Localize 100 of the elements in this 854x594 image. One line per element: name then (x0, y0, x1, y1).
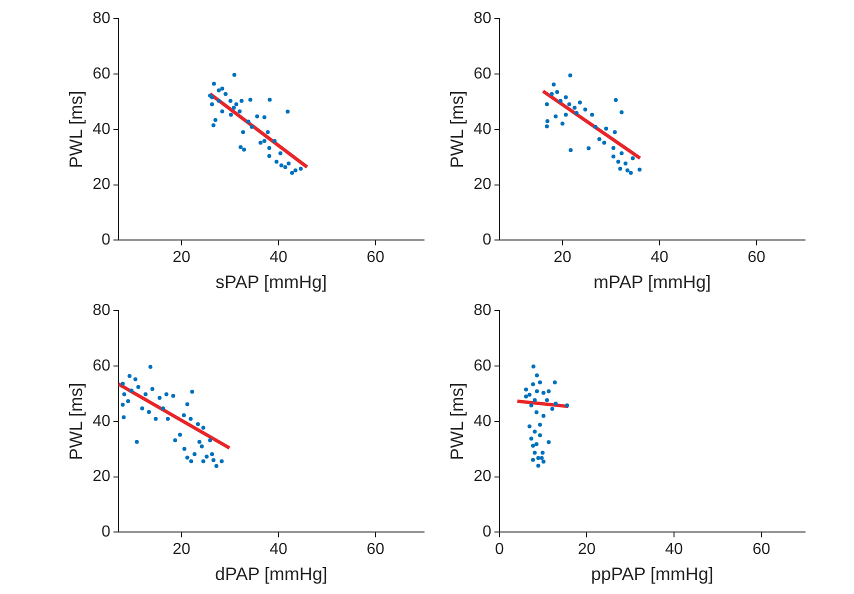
y-tick-label: 20 (474, 468, 492, 486)
x-tick-label: 20 (578, 541, 596, 558)
point (534, 389, 539, 394)
point (232, 106, 236, 110)
point (564, 112, 568, 117)
point (583, 107, 588, 112)
point (166, 416, 170, 421)
y-axis-title: PWL [ms] (446, 382, 467, 460)
point (536, 456, 540, 460)
point (278, 151, 282, 156)
point (625, 168, 630, 172)
point (550, 92, 554, 96)
point (267, 146, 272, 150)
point (182, 446, 186, 451)
point (134, 440, 139, 444)
point (602, 140, 606, 145)
y-tick-label: 20 (474, 176, 492, 194)
point (614, 98, 618, 102)
point (279, 163, 284, 168)
point (216, 98, 221, 103)
y-tick-label: 0 (482, 524, 492, 541)
point (531, 364, 536, 369)
point (122, 415, 126, 420)
point (532, 430, 537, 434)
point (529, 436, 534, 441)
point (538, 422, 542, 427)
point (246, 120, 250, 124)
point (171, 394, 176, 398)
point (532, 398, 537, 402)
point (538, 380, 542, 384)
point (185, 456, 190, 460)
point (618, 166, 622, 171)
point (234, 102, 238, 106)
y-tick-label: 40 (92, 120, 110, 138)
point (136, 385, 140, 390)
point (616, 160, 620, 164)
point (534, 442, 539, 446)
point (158, 396, 162, 400)
point (531, 444, 536, 448)
point (286, 110, 290, 114)
point (241, 130, 246, 134)
point (540, 450, 545, 455)
y-axis-title: PWL [ms] (66, 90, 86, 168)
point (128, 374, 132, 378)
point (212, 82, 216, 86)
point (192, 452, 197, 456)
point (630, 156, 635, 160)
point (546, 440, 551, 444)
x-tick-label: 60 (366, 249, 384, 266)
x-axis-title: mPAP [mmHg] (594, 272, 711, 292)
x-tick-label: 60 (752, 541, 770, 558)
point (532, 450, 537, 455)
point (544, 102, 549, 106)
point (272, 139, 277, 144)
y-tick-label: 80 (92, 302, 110, 320)
point (262, 115, 266, 120)
point (220, 86, 224, 91)
point (590, 112, 594, 117)
point (144, 392, 148, 396)
point (298, 166, 303, 171)
point (541, 390, 546, 395)
point (544, 398, 549, 402)
y-tick-label: 60 (92, 65, 110, 82)
x-tick-label: 40 (270, 541, 288, 558)
point (534, 373, 539, 378)
point (248, 98, 252, 102)
y-tick-label: 60 (92, 357, 110, 374)
point (531, 458, 536, 462)
point (611, 146, 616, 150)
y-tick-label: 40 (474, 412, 492, 430)
point (200, 444, 204, 448)
point (242, 148, 246, 152)
point (255, 114, 260, 118)
point (620, 151, 624, 156)
point (541, 414, 546, 418)
x-tick-label: 0 (494, 541, 504, 558)
point (611, 154, 616, 159)
point (182, 413, 186, 418)
point (197, 440, 202, 444)
point (554, 402, 558, 406)
point (536, 464, 540, 468)
x-tick-label: 40 (650, 249, 668, 266)
point (185, 402, 190, 406)
y-tick-label: 80 (474, 10, 492, 28)
point (552, 380, 557, 384)
point (214, 464, 218, 468)
point (552, 82, 556, 87)
point (586, 146, 591, 150)
point (564, 95, 568, 100)
point (210, 102, 214, 106)
point (129, 388, 134, 393)
point (154, 416, 158, 421)
point (201, 426, 206, 430)
point (540, 456, 544, 460)
y-axis-title: PWL [ms] (66, 382, 86, 460)
point (554, 114, 558, 118)
point (593, 124, 598, 129)
point (528, 392, 532, 397)
point (150, 386, 154, 391)
point (238, 145, 243, 150)
